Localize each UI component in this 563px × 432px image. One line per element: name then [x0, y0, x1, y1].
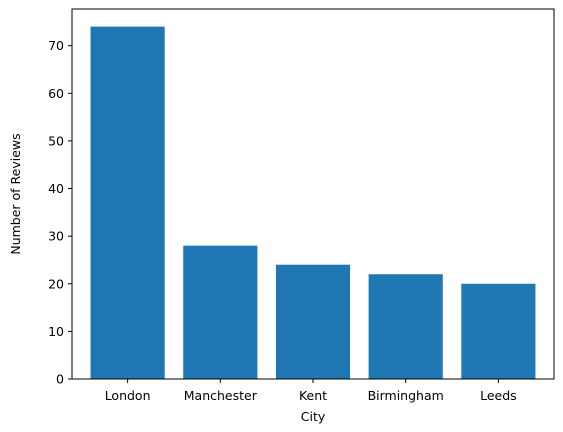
- bar-birmingham: [368, 274, 443, 379]
- y-tick-label: 30: [48, 229, 64, 244]
- x-axis-label: City: [301, 409, 326, 424]
- bar-london: [90, 26, 165, 379]
- y-tick-label: 40: [48, 181, 64, 196]
- x-axis: London Manchester Kent Birmingham Leeds: [105, 379, 517, 403]
- x-tick-label: Birmingham: [368, 388, 444, 403]
- y-axis-label: Number of Reviews: [8, 133, 23, 254]
- x-tick-label: Kent: [299, 388, 327, 403]
- x-tick-label: Leeds: [480, 388, 517, 403]
- y-tick-label: 60: [48, 86, 64, 101]
- bar-leeds: [461, 283, 536, 379]
- y-tick-label: 70: [48, 38, 64, 53]
- y-tick-label: 10: [48, 324, 64, 339]
- x-tick-label: Manchester: [184, 388, 258, 403]
- y-axis: 0 10 20 30 40 50 60 70: [48, 38, 72, 387]
- y-tick-label: 50: [48, 133, 64, 148]
- bars-group: [90, 26, 536, 379]
- x-tick-label: London: [105, 388, 151, 403]
- y-tick-label: 0: [56, 372, 64, 387]
- bar-kent: [275, 264, 351, 379]
- y-tick-label: 20: [48, 276, 64, 291]
- bar-manchester: [183, 245, 258, 379]
